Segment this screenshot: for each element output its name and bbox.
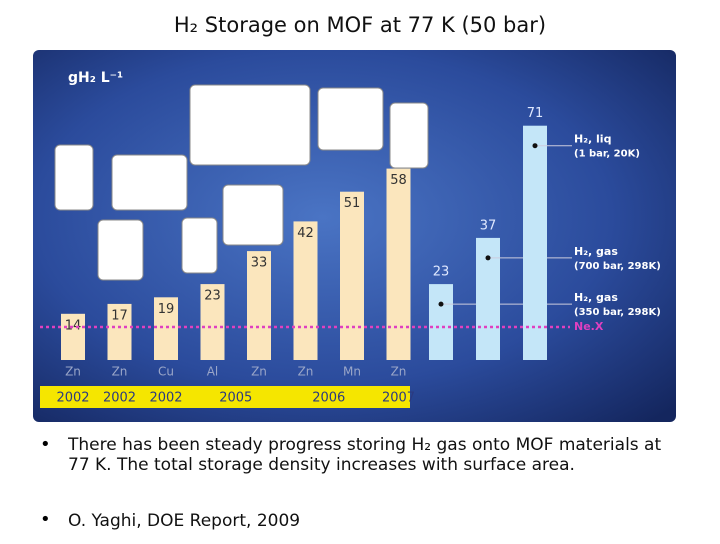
bar <box>154 297 178 360</box>
reference-note: (350 bar, 298K) <box>574 307 661 318</box>
bar <box>200 284 225 360</box>
year-label: 2006 <box>312 391 345 406</box>
bullet-text: There has been steady progress storing H… <box>68 435 662 475</box>
reference-bar <box>523 125 547 360</box>
leader-dot <box>532 143 538 149</box>
reference-label: H₂, gas <box>574 245 618 258</box>
metal-label: Zn <box>251 365 267 379</box>
bar <box>107 303 132 360</box>
value-label: 17 <box>111 308 128 323</box>
metal-label: Zn <box>65 365 81 379</box>
y-axis-label: gH₂ L⁻¹ <box>68 70 123 86</box>
bar <box>247 251 271 360</box>
target-label: Ne.X <box>574 320 604 333</box>
value-label: 51 <box>344 196 361 211</box>
value-label: 42 <box>297 226 314 241</box>
leader-dot <box>438 301 444 307</box>
metal-label: Mn <box>343 365 361 379</box>
value-label: 33 <box>251 256 268 271</box>
slide-title: H₂ Storage on MOF at 77 K (50 bar) <box>174 13 546 37</box>
value-label: 23 <box>204 289 221 304</box>
year-label: 2002 <box>56 391 89 406</box>
value-label: 58 <box>390 173 407 188</box>
bullet-1: O. Yaghi, DOE Report, 2009 <box>68 511 300 531</box>
year-label: 2007 <box>382 391 415 406</box>
bar <box>293 221 318 360</box>
metal-label: Zn <box>298 365 314 379</box>
year-banner <box>40 386 410 408</box>
bar <box>340 191 364 360</box>
value-label: 37 <box>480 218 497 233</box>
reference-note: (700 bar, 298K) <box>574 261 661 272</box>
reference-bar <box>429 284 453 360</box>
metal-label: Zn <box>112 365 128 379</box>
value-label: 71 <box>527 106 544 121</box>
reference-label: H₂, gas <box>574 291 618 304</box>
bar <box>386 168 411 360</box>
year-label: 2005 <box>219 391 252 406</box>
metal-label: Zn <box>391 365 407 379</box>
reference-label: H₂, liq <box>574 133 611 146</box>
year-label: 2002 <box>103 391 136 406</box>
bar <box>61 313 85 360</box>
bullet-dot: • <box>40 434 51 455</box>
bullet-dot: • <box>40 509 51 530</box>
structures <box>54 84 429 281</box>
metal-label: Al <box>207 365 219 379</box>
leader-dot <box>485 255 491 261</box>
reference-note: (1 bar, 20K) <box>574 149 640 160</box>
bullet-0: There has been steady progress storing H… <box>68 435 662 475</box>
value-label: 23 <box>433 265 450 280</box>
metal-label: Cu <box>158 365 174 379</box>
value-label: 19 <box>158 302 175 317</box>
year-label: 2002 <box>149 391 182 406</box>
